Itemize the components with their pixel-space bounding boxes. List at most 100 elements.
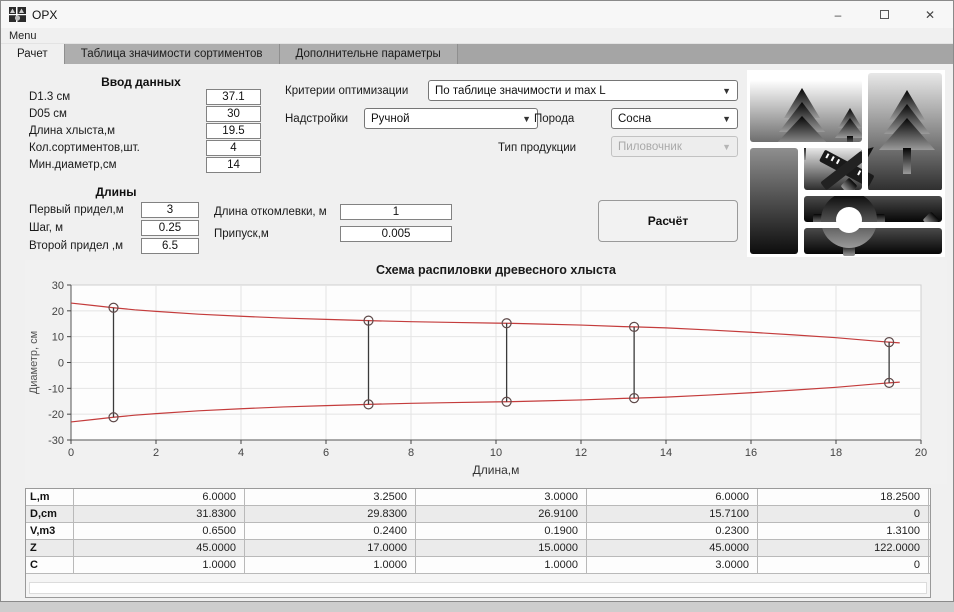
field-label-step: Шаг, м [29,221,64,234]
svg-text:-30: -30 [48,435,64,447]
chevron-down-icon: ▼ [722,141,731,152]
tab-extra-params[interactable]: Дополнительне параметры [279,44,458,64]
assortment-count-input[interactable] [206,139,261,156]
svg-text:Длина,м: Длина,м [473,463,520,477]
criteria-label: Критерии оптимизации [285,85,409,97]
svg-text:12: 12 [575,447,587,459]
addons-combobox[interactable]: Ручной ▼ [364,108,538,129]
value-cell: 15.0000 [416,540,587,556]
d13-input[interactable] [206,88,261,105]
field-label-assortment-count: Кол.сортиментов,шт. [29,141,140,154]
svg-text:10: 10 [52,332,64,344]
butt-cut-input[interactable] [340,203,452,220]
value-cell: 0.1900 [416,523,587,539]
species-label: Порода [534,113,575,125]
svg-text:Схема распиловки древесного хл: Схема распиловки древесного хлыста [376,263,617,277]
svg-text:-10: -10 [48,383,64,395]
stem-length-input[interactable] [206,122,261,139]
row-header-cell: D,cm [26,506,74,522]
tree-icon [774,88,830,160]
value-cell: 1.3100 [758,523,929,539]
step-input[interactable] [141,219,199,236]
d05-input[interactable] [206,105,261,122]
svg-text:6: 6 [323,447,329,459]
row-header-cell: Z [26,540,74,556]
value-cell: 17.0000 [245,540,416,556]
tab-calc[interactable]: Рачет [1,44,65,64]
criteria-combobox[interactable]: По таблице значимости и max L ▼ [428,80,738,101]
svg-text:Диаметр, см: Диаметр, см [28,331,40,394]
value-cell: 1.0000 [245,557,416,573]
value-cell: 6.0000 [587,489,758,505]
table-row: L,m 6.0000 3.2500 3.0000 6.0000 18.2500 [26,489,930,506]
row-header-cell: L,m [26,489,74,505]
addons-label: Надстройки [285,113,349,125]
value-cell: 3.0000 [587,557,758,573]
value-cell: 0.2400 [245,523,416,539]
horizontal-scrollbar[interactable] [29,582,927,594]
chevron-down-icon: ▼ [722,85,731,96]
chevron-down-icon: ▼ [722,113,731,124]
chevron-down-icon: ▼ [522,113,531,124]
min-diameter-input[interactable] [206,156,261,173]
calc-tab-page: Ввод данных D1.3 см D05 см Длина хлыста,… [1,64,953,601]
row-header-cell: C [26,557,74,573]
svg-text:20: 20 [915,447,927,459]
species-combobox[interactable]: Сосна ▼ [611,108,738,129]
value-cell: 1.0000 [416,557,587,573]
results-table: L,m 6.0000 3.2500 3.0000 6.0000 18.2500 D,cm 31… [25,488,931,598]
svg-text:16: 16 [745,447,757,459]
lengths-group-title: Длины [95,185,137,199]
svg-text:2: 2 [153,447,159,459]
field-label-stem-length: Длина хлыста,м [29,124,115,137]
minimize-icon[interactable]: – [834,7,842,22]
first-limit-input[interactable] [141,201,199,218]
field-label-second-limit: Второй придел ,м [29,239,124,252]
menu-bar: Menu [1,28,953,44]
value-cell: 45.0000 [587,540,758,556]
value-cell: 0.2300 [587,523,758,539]
value-cell: 29.8300 [245,506,416,522]
title-bar: OPX – ✕ [1,1,953,28]
table-row: V,m3 0.6500 0.2400 0.1900 0.2300 1.3100 [26,523,930,540]
svg-text:10: 10 [490,447,502,459]
tree-icon [879,90,935,174]
product-type-combobox: Пиловочник ▼ [611,136,738,157]
desktop-strip [0,602,954,612]
menu-item[interactable]: Menu [9,29,37,42]
value-cell: 0 [758,506,929,522]
svg-text:4: 4 [238,447,244,459]
field-label-first-limit: Первый придел,м [29,203,124,216]
value-cell: 18.2500 [758,489,929,505]
second-limit-input[interactable] [141,237,199,254]
value-cell: 45.0000 [74,540,245,556]
field-label-allowance: Припуск,м [214,227,269,240]
value-cell: 6.0000 [74,489,245,505]
value-cell: 1.0000 [74,557,245,573]
tab-significance-table[interactable]: Таблица значимости сортиментов [64,44,280,64]
field-label-min-diameter: Мин.диаметр,см [29,158,117,171]
svg-text:18: 18 [830,447,842,459]
svg-text:8: 8 [408,447,414,459]
row-header-cell: V,m3 [26,523,74,539]
field-label-butt-cut: Длина откомлевки, м [214,205,327,218]
sawing-scheme-chart: 0 2 4 6 8 10 12 14 16 18 20 -30 -20 -10 0 10 20 30 Схема р… [25,260,947,484]
maximize-icon[interactable] [861,1,907,28]
svg-text:0: 0 [68,447,74,459]
tab-strip: Рачет Таблица значимости сортиментов Доп… [1,44,953,64]
value-cell: 15.7100 [587,506,758,522]
value-cell: 3.0000 [416,489,587,505]
svg-text:30: 30 [52,280,64,292]
calculate-button[interactable]: Расчёт [598,200,738,242]
svg-text:0: 0 [58,358,64,370]
table-row: D,cm 31.8300 29.8300 26.9100 15.7100 0 [26,506,930,523]
svg-text:20: 20 [52,306,64,318]
allowance-input[interactable] [340,225,452,242]
value-cell: 3.2500 [245,489,416,505]
close-icon[interactable]: ✕ [924,7,936,22]
value-cell: 122.0000 [758,540,929,556]
value-cell: 31.8300 [74,506,245,522]
svg-text:-20: -20 [48,409,64,421]
